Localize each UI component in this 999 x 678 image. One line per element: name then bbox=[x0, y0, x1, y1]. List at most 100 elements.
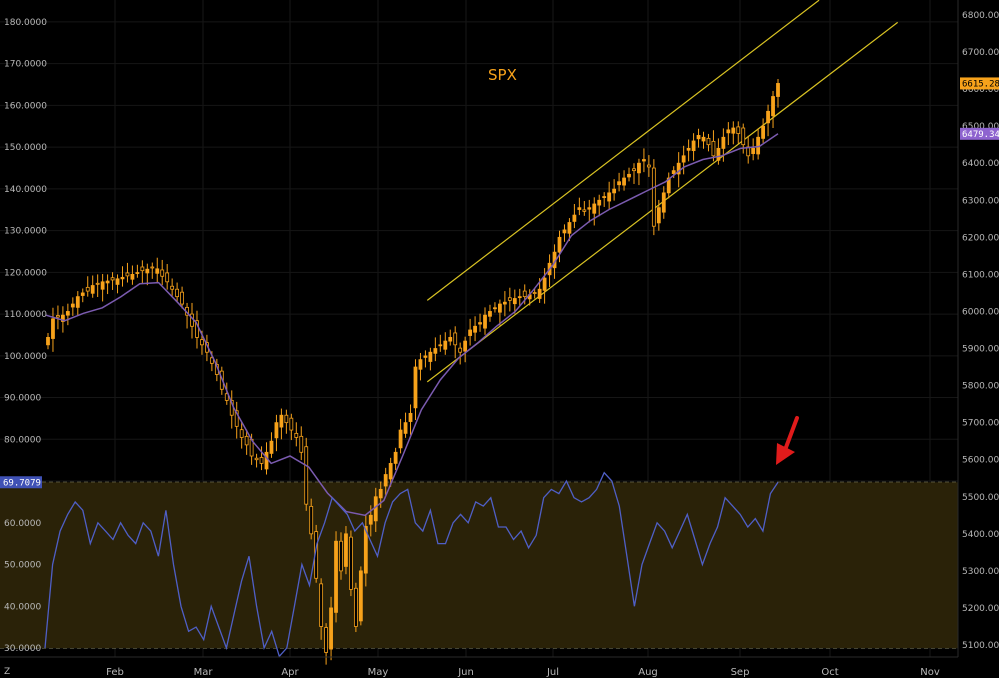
left-tick-label-10: 80.0000 bbox=[4, 435, 41, 445]
left-tick-label-3: 150.0000 bbox=[4, 143, 47, 153]
candle-body bbox=[463, 340, 468, 352]
left-tick-label-2: 160.0000 bbox=[4, 101, 47, 111]
candle-body bbox=[80, 292, 85, 296]
candle-body bbox=[512, 298, 517, 305]
candle-body bbox=[393, 451, 398, 464]
candle-body bbox=[329, 607, 333, 650]
candle-body bbox=[145, 268, 150, 274]
candle-body bbox=[567, 222, 572, 234]
candle-body bbox=[572, 214, 577, 222]
left-tick-label-8: 100.0000 bbox=[4, 352, 47, 362]
candle-body bbox=[358, 570, 363, 622]
candle-body bbox=[488, 311, 492, 317]
candle-body bbox=[254, 457, 259, 461]
rsi-overbought-band bbox=[0, 482, 958, 648]
value-tags: 6615.28 6479.34 69.7079 bbox=[0, 77, 999, 489]
time-tick-label-6: Aug bbox=[638, 667, 658, 678]
candle-body bbox=[95, 282, 100, 285]
candle-body bbox=[100, 281, 105, 290]
candle-body bbox=[90, 285, 95, 294]
candle-body bbox=[299, 435, 304, 453]
candle-body bbox=[637, 162, 641, 174]
candle-body bbox=[587, 207, 592, 210]
candle-body bbox=[115, 278, 120, 285]
candle-body bbox=[691, 140, 696, 152]
candle-body bbox=[150, 266, 155, 269]
time-tick-label-2: Apr bbox=[281, 667, 299, 678]
candle-body bbox=[56, 315, 60, 318]
right-tick-label-6: 6200.00 bbox=[962, 233, 999, 243]
right-tick-label-15: 5300.00 bbox=[962, 567, 999, 577]
candle-body bbox=[428, 351, 433, 362]
candle-body bbox=[661, 192, 666, 213]
right-tick-label-12: 5600.00 bbox=[962, 456, 999, 466]
candle-body bbox=[498, 303, 502, 313]
right-tick-label-13: 5500.00 bbox=[962, 493, 999, 503]
candle-body bbox=[676, 162, 681, 175]
candle-body bbox=[130, 273, 135, 280]
left-tick-label-12: 60.0000 bbox=[4, 519, 41, 529]
right-tick-label-10: 5800.00 bbox=[962, 382, 999, 392]
candle-body bbox=[448, 337, 453, 342]
time-tick-label-1: Mar bbox=[194, 667, 214, 678]
candle-body bbox=[612, 188, 617, 194]
candle-body bbox=[418, 359, 423, 370]
rsi-tag-box bbox=[0, 476, 42, 489]
candle-body bbox=[264, 451, 269, 470]
candle-body bbox=[373, 496, 378, 522]
candle-body bbox=[666, 177, 671, 194]
candle-body bbox=[681, 155, 686, 163]
candle-body bbox=[274, 422, 279, 439]
candle-body bbox=[413, 366, 418, 409]
candle-body bbox=[776, 83, 780, 97]
candle-body bbox=[160, 269, 165, 277]
candle-body bbox=[438, 344, 443, 347]
candle-body bbox=[383, 474, 388, 487]
candle-body bbox=[110, 277, 115, 281]
candle-body bbox=[443, 340, 448, 350]
candle-body bbox=[349, 536, 353, 590]
candle-body bbox=[309, 505, 314, 535]
candle-body bbox=[155, 268, 160, 274]
candle-body bbox=[741, 127, 746, 146]
chart-title: SPX bbox=[488, 66, 517, 84]
candle-body bbox=[105, 280, 110, 284]
candle-body bbox=[165, 272, 170, 283]
candle-body bbox=[344, 533, 348, 567]
candle-body bbox=[200, 339, 204, 346]
right-tick-label-5: 6300.00 bbox=[962, 196, 999, 206]
candle-body bbox=[686, 147, 691, 151]
left-tick-label-13: 50.0000 bbox=[4, 561, 41, 571]
channel-line-upper bbox=[426, 0, 820, 301]
candle-body bbox=[388, 463, 393, 480]
right-tick-label-7: 6100.00 bbox=[962, 270, 999, 280]
time-tick-label-0: Feb bbox=[106, 667, 124, 678]
candle-body bbox=[617, 181, 621, 186]
candle-body bbox=[234, 410, 239, 427]
time-tick-label-4: Jun bbox=[457, 667, 474, 678]
candle-body bbox=[731, 127, 736, 134]
candle-body bbox=[125, 272, 130, 277]
corner-label: Z bbox=[4, 667, 10, 677]
candle-body bbox=[319, 583, 324, 627]
candle-body bbox=[224, 393, 229, 401]
candle-body bbox=[656, 207, 661, 224]
candle-body bbox=[761, 125, 766, 139]
candle-body bbox=[671, 170, 676, 174]
left-tick-label-1: 170.0000 bbox=[4, 60, 47, 70]
candle-body bbox=[209, 357, 214, 364]
candle-body bbox=[493, 307, 497, 310]
candle-body bbox=[622, 177, 626, 186]
candle-body bbox=[562, 229, 567, 234]
candle-body bbox=[502, 301, 507, 305]
candle-body bbox=[592, 203, 597, 214]
left-tick-label-0: 180.0000 bbox=[4, 18, 47, 28]
candle-body bbox=[353, 587, 358, 627]
candle-body bbox=[696, 135, 701, 140]
price-tag-box bbox=[960, 77, 999, 90]
right-axis: 6800.00 6700.00 6600.00 6500.00 6400.00 6300.… bbox=[957, 0, 999, 657]
candle-body bbox=[651, 167, 656, 227]
left-tick-label-9: 90.0000 bbox=[4, 394, 41, 404]
time-tick-label-3: May bbox=[368, 667, 389, 678]
candle-body bbox=[75, 296, 80, 308]
